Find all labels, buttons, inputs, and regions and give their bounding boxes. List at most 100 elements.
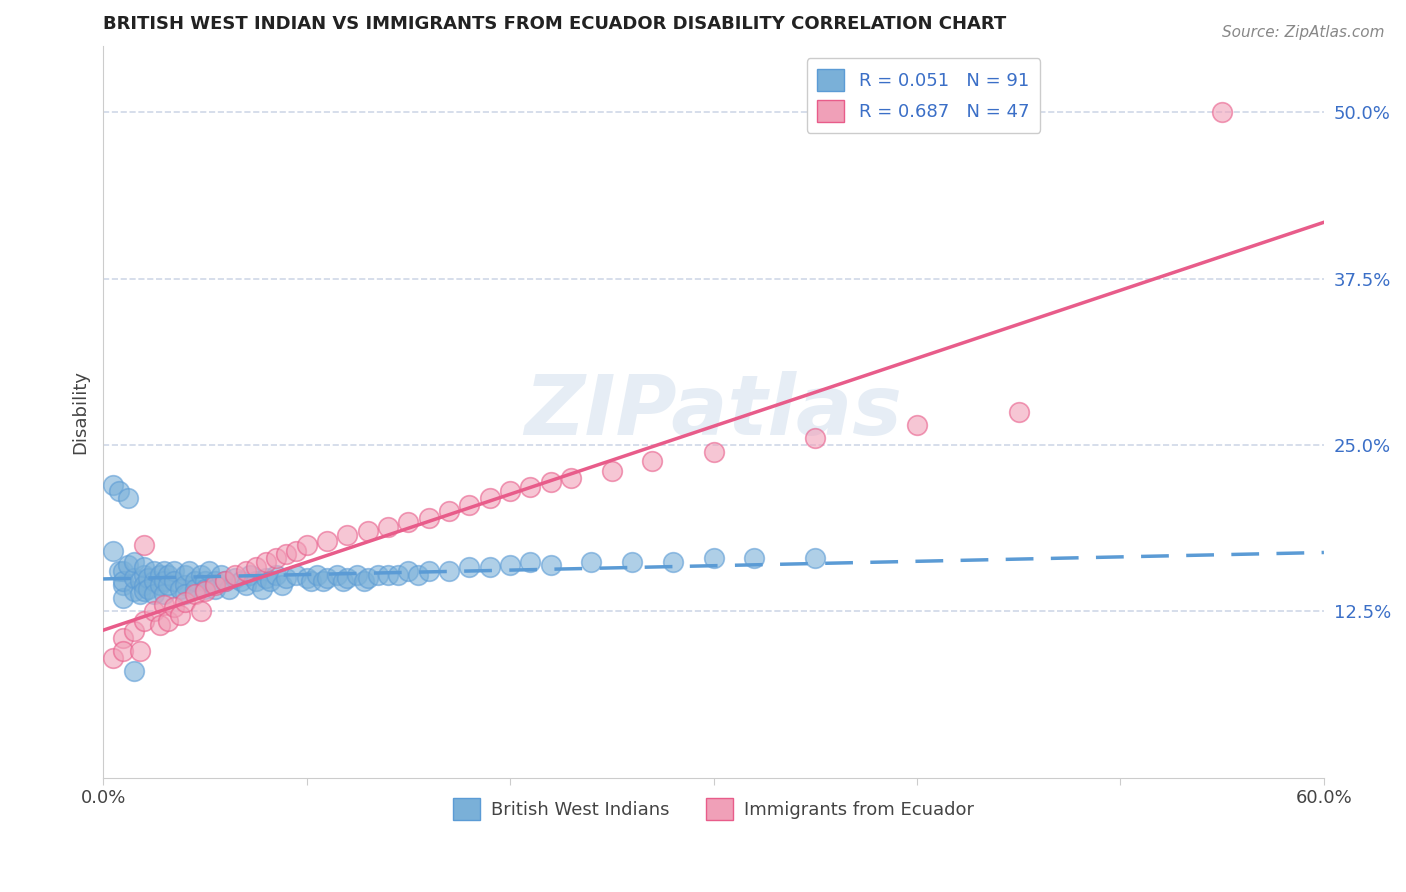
Point [183,582,205,596]
Point [702,551,724,566]
Point [122,555,145,569]
Point [387,568,409,582]
Point [519,555,541,569]
Point [408,568,430,582]
Point [128,587,150,601]
Text: ZIPatlas: ZIPatlas [524,371,903,452]
Point [600,465,623,479]
Point [235,564,257,578]
Point [153,574,176,588]
Point [173,577,195,591]
Point [312,574,335,588]
Point [132,560,155,574]
Point [183,587,205,601]
Point [804,551,827,566]
Point [458,498,481,512]
Point [356,571,378,585]
Point [540,475,562,490]
Point [204,577,226,591]
Point [254,555,277,569]
Point [804,431,827,445]
Point [276,547,298,561]
Point [173,595,195,609]
Point [169,608,191,623]
Point [136,582,159,596]
Point [128,574,150,588]
Point [204,574,226,588]
Point [276,571,298,585]
Point [122,664,145,678]
Text: BRITISH WEST INDIAN VS IMMIGRANTS FROM ECUADOR DISABILITY CORRELATION CHART: BRITISH WEST INDIAN VS IMMIGRANTS FROM E… [103,15,1007,33]
Point [209,568,232,582]
Point [112,591,135,605]
Point [153,598,176,612]
Point [581,555,603,569]
Point [742,551,765,566]
Point [163,574,186,588]
Point [905,417,928,432]
Point [367,568,389,582]
Point [332,574,354,588]
Point [143,604,166,618]
Point [254,571,277,585]
Point [231,574,253,588]
Point [239,568,262,582]
Point [285,568,308,582]
Point [108,564,131,578]
Point [235,577,257,591]
Point [356,524,378,539]
Point [336,528,359,542]
Point [157,568,180,582]
Point [437,564,460,578]
Point [316,533,339,548]
Point [169,582,191,596]
Point [641,454,664,468]
Point [117,558,139,572]
Point [183,574,205,588]
Point [346,568,368,582]
Point [458,560,481,574]
Point [153,587,176,601]
Point [128,644,150,658]
Point [194,584,217,599]
Point [418,564,440,578]
Point [132,568,155,582]
Legend: British West Indians, Immigrants from Ecuador: British West Indians, Immigrants from Ec… [446,790,981,827]
Point [149,568,172,582]
Point [143,587,166,601]
Point [396,564,419,578]
Point [153,564,176,578]
Point [224,571,246,585]
Point [662,555,685,569]
Point [122,571,145,585]
Point [194,574,217,588]
Point [271,577,294,591]
Point [173,587,195,601]
Point [204,582,226,596]
Point [149,617,172,632]
Point [112,644,135,658]
Point [224,568,246,582]
Point [112,574,135,588]
Point [143,574,166,588]
Point [136,571,159,585]
Point [519,480,541,494]
Point [132,584,155,599]
Point [122,584,145,599]
Point [377,520,399,534]
Point [190,568,212,582]
Point [621,555,644,569]
Point [214,574,236,588]
Point [499,484,522,499]
Point [132,538,155,552]
Point [173,568,195,582]
Point [132,577,155,591]
Point [285,544,308,558]
Point [163,564,186,578]
Text: Source: ZipAtlas.com: Source: ZipAtlas.com [1222,25,1385,40]
Point [478,560,501,574]
Point [218,582,240,596]
Point [259,574,281,588]
Point [316,571,339,585]
Point [437,504,460,518]
